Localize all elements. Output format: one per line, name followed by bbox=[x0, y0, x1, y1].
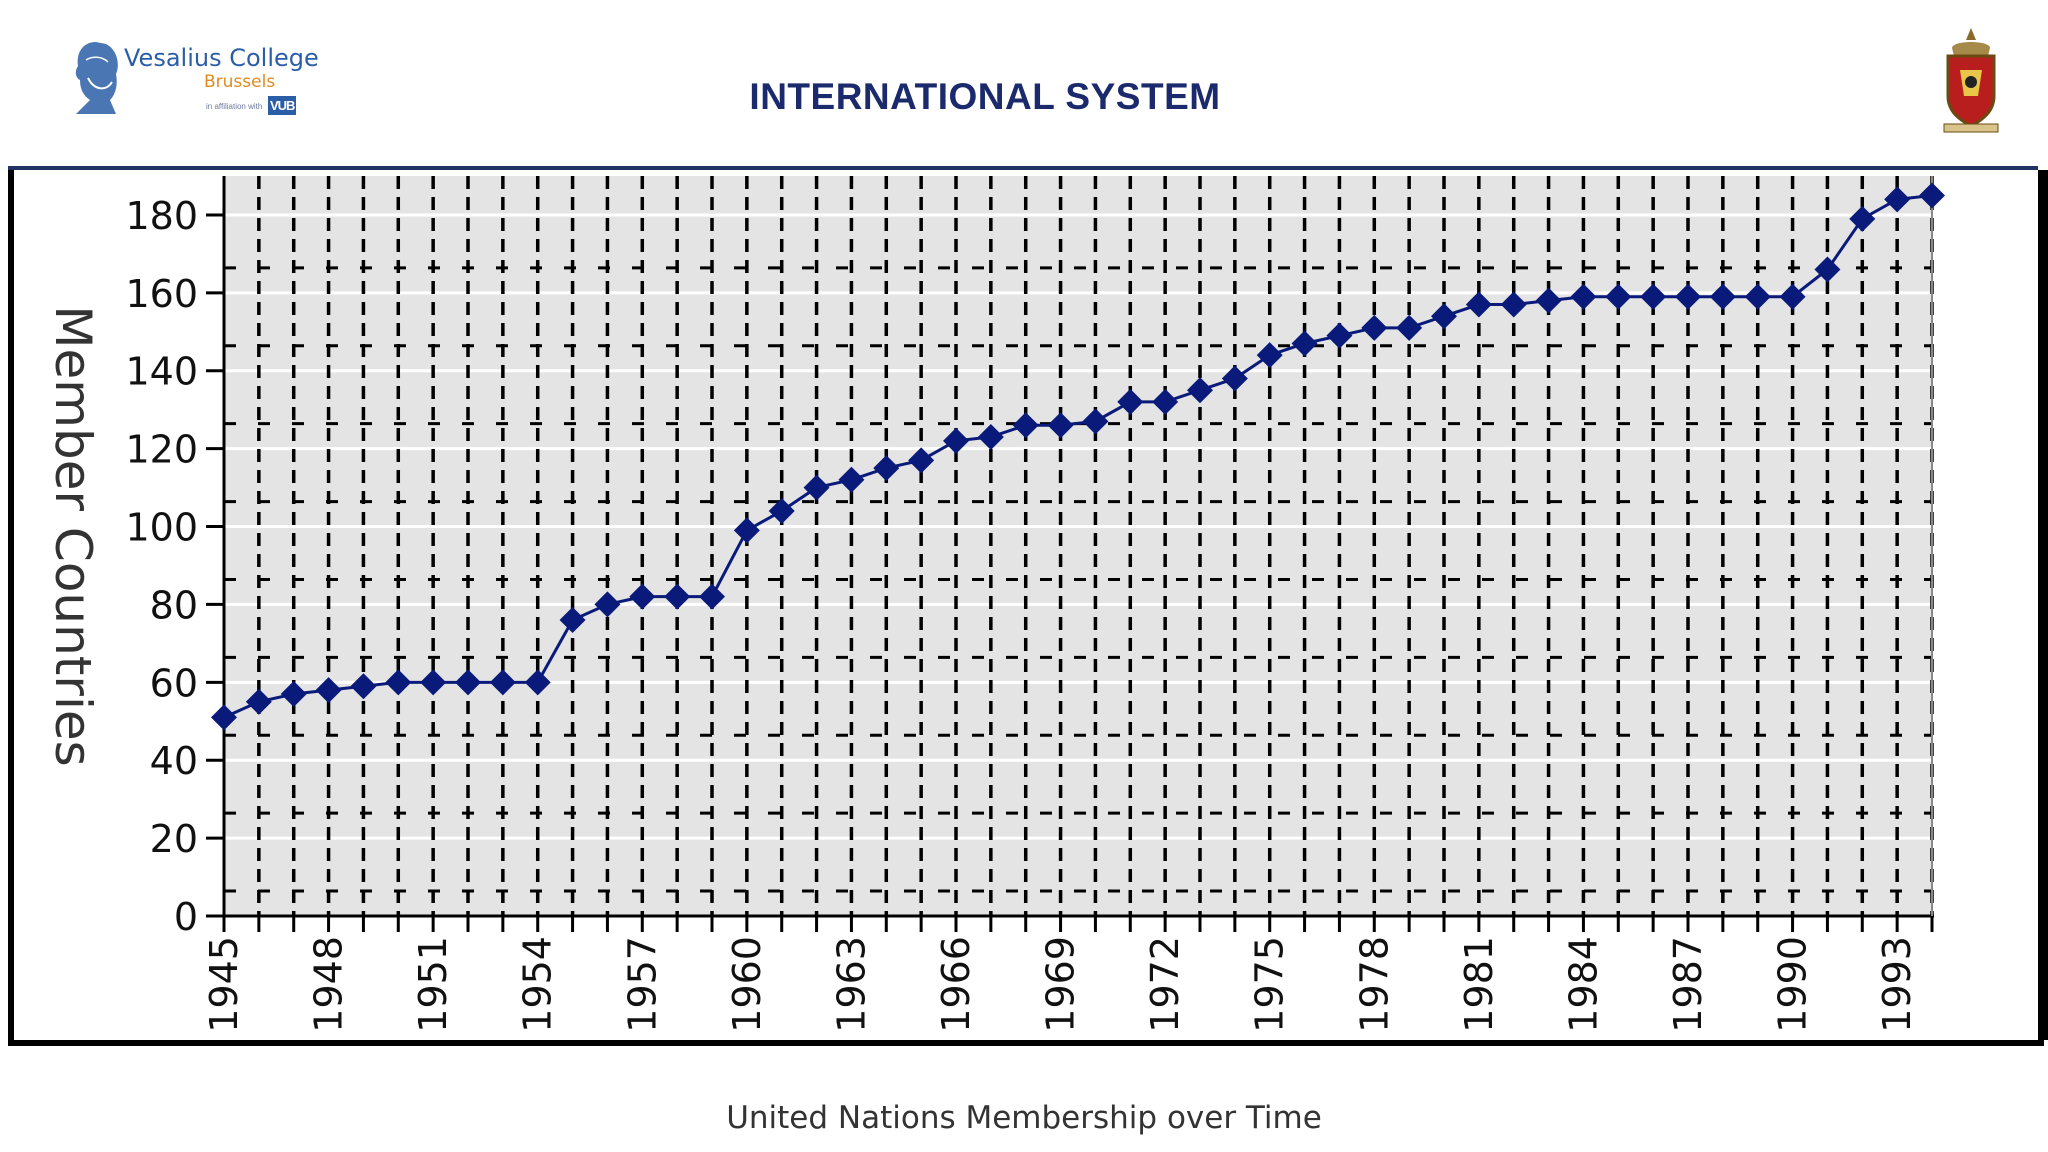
data-point bbox=[1744, 283, 1771, 310]
data-point bbox=[594, 591, 621, 618]
vesalius-college-logo: Vesalius College Brussels in affiliation… bbox=[66, 34, 319, 130]
data-point bbox=[1884, 186, 1911, 213]
brand-name: Vesalius College bbox=[124, 44, 319, 72]
data-point bbox=[211, 704, 237, 731]
data-point bbox=[1256, 342, 1283, 369]
header-divider bbox=[8, 166, 2038, 172]
data-point bbox=[489, 669, 516, 696]
data-point bbox=[420, 669, 447, 696]
x-tick-label: 1957 bbox=[620, 936, 664, 1033]
slide-caption: United Nations Membership over Time bbox=[726, 1100, 1322, 1136]
x-tick-label: 1945 bbox=[202, 936, 246, 1033]
data-point bbox=[733, 517, 760, 544]
data-point bbox=[1117, 388, 1144, 415]
x-tick-label: 1987 bbox=[1666, 936, 1710, 1033]
data-point bbox=[350, 673, 377, 700]
brand-subtitle: Brussels bbox=[204, 72, 276, 92]
data-point bbox=[1640, 283, 1667, 310]
data-point bbox=[768, 497, 795, 524]
data-point bbox=[1919, 182, 1945, 209]
x-tick-label: 1948 bbox=[307, 936, 351, 1033]
data-point bbox=[1326, 322, 1353, 349]
data-point bbox=[1291, 330, 1318, 357]
x-tick-label: 1951 bbox=[411, 936, 455, 1033]
y-tick-label: 0 bbox=[174, 895, 198, 939]
x-tick-label: 1990 bbox=[1771, 936, 1815, 1033]
chart-frame: 0 20 40 60 80 100 120 140 160 180 1945 1948 1951 1954… bbox=[8, 170, 2048, 1046]
data-point bbox=[943, 427, 969, 454]
brand-affiliation: in affiliation with bbox=[206, 102, 263, 111]
un-membership-chart: 0 20 40 60 80 100 120 140 160 180 1945 1948 1951 1954… bbox=[44, 176, 1945, 1033]
x-tick-label: 1975 bbox=[1248, 936, 1292, 1033]
data-point bbox=[664, 583, 691, 610]
x-tick-label: 1963 bbox=[829, 936, 873, 1033]
y-axis-label: Member Countries bbox=[44, 305, 102, 766]
data-point bbox=[1361, 314, 1388, 341]
y-tick-label: 100 bbox=[125, 506, 198, 550]
data-point bbox=[1779, 283, 1806, 310]
data-point bbox=[838, 466, 865, 493]
slide-title: INTERNATIONAL SYSTEM bbox=[749, 76, 1221, 117]
data-point bbox=[1152, 388, 1179, 415]
x-tick-label: 1984 bbox=[1561, 936, 1605, 1033]
x-tick-label: 1954 bbox=[516, 936, 560, 1033]
data-point bbox=[699, 583, 725, 610]
y-tick-label: 140 bbox=[125, 350, 198, 394]
data-point bbox=[629, 583, 656, 610]
data-point bbox=[873, 455, 900, 482]
data-point bbox=[245, 688, 272, 715]
data-point bbox=[1605, 283, 1632, 310]
x-tick-label: 1993 bbox=[1875, 936, 1919, 1033]
data-point bbox=[1221, 365, 1248, 392]
y-tick-label: 20 bbox=[150, 817, 198, 861]
data-point bbox=[1396, 314, 1423, 341]
data-point bbox=[1570, 283, 1597, 310]
data-point bbox=[1047, 412, 1074, 439]
plot-area bbox=[224, 176, 1932, 916]
data-point bbox=[1082, 408, 1109, 435]
data-point bbox=[315, 677, 342, 704]
data-point bbox=[280, 681, 307, 707]
x-tick-label: 1969 bbox=[1039, 936, 1083, 1033]
x-tick-label: 1972 bbox=[1143, 936, 1187, 1033]
data-point bbox=[455, 669, 481, 696]
y-tick-label: 80 bbox=[150, 583, 198, 627]
x-tick-label: 1981 bbox=[1457, 936, 1501, 1033]
data-point bbox=[524, 669, 551, 696]
x-tick-label: 1960 bbox=[725, 936, 769, 1033]
data-point bbox=[1709, 283, 1736, 310]
data-point bbox=[1675, 283, 1701, 310]
data-point bbox=[1012, 412, 1039, 439]
x-tick-label: 1978 bbox=[1352, 936, 1396, 1033]
data-point bbox=[385, 669, 412, 696]
x-tick-label: 1966 bbox=[934, 936, 978, 1033]
data-point bbox=[559, 607, 586, 633]
data-point bbox=[977, 423, 1004, 450]
data-point bbox=[1849, 205, 1876, 232]
y-tick-label: 40 bbox=[150, 739, 198, 783]
data-point bbox=[1187, 377, 1213, 404]
data-point bbox=[1814, 256, 1841, 283]
y-tick-label: 160 bbox=[125, 272, 198, 316]
y-tick-label: 180 bbox=[125, 194, 198, 238]
data-point bbox=[1431, 303, 1457, 330]
vub-badge: VUB bbox=[268, 96, 297, 115]
data-point bbox=[1535, 287, 1562, 314]
crest-icon bbox=[1943, 28, 1999, 133]
y-tick-label: 60 bbox=[150, 661, 198, 705]
data-point bbox=[1500, 291, 1527, 318]
data-point bbox=[1465, 291, 1492, 318]
y-tick-label: 120 bbox=[125, 428, 198, 472]
data-point bbox=[803, 474, 830, 501]
vesalius-portrait-icon bbox=[75, 42, 118, 114]
data-point bbox=[908, 447, 935, 474]
